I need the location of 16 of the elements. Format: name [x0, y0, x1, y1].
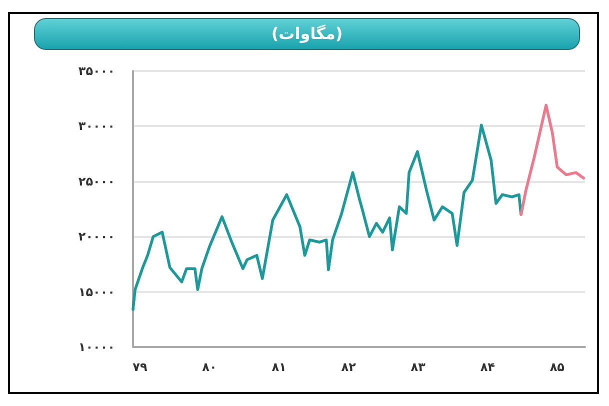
x-tick-label: ۸۲ [341, 360, 357, 374]
line-series [132, 124, 522, 311]
x-tick-label: ۸۱ [272, 360, 286, 374]
y-tick-label: ۲۰۰۰۰ [78, 230, 115, 244]
y-tick-label: ۱۰۰۰۰ [78, 340, 115, 354]
x-tick-label: ۸۴ [480, 360, 495, 374]
x-tick-label: ۸۰ [202, 360, 217, 374]
y-tick-label: ۲۵۰۰۰ [78, 174, 115, 188]
y-tick-label: ۱۵۰۰۰ [78, 284, 115, 299]
x-tick-label: ۸۵ [550, 360, 565, 374]
x-tick-label: ۸۳ [410, 360, 426, 374]
x-tick-label: ۷۹ [132, 360, 148, 374]
y-tick-label: ۳۵۰۰۰ [78, 64, 115, 78]
line-series [520, 104, 586, 216]
y-tick-label: ۳۰۰۰۰ [78, 119, 115, 134]
chart-title: (مگاوات) [34, 18, 580, 50]
